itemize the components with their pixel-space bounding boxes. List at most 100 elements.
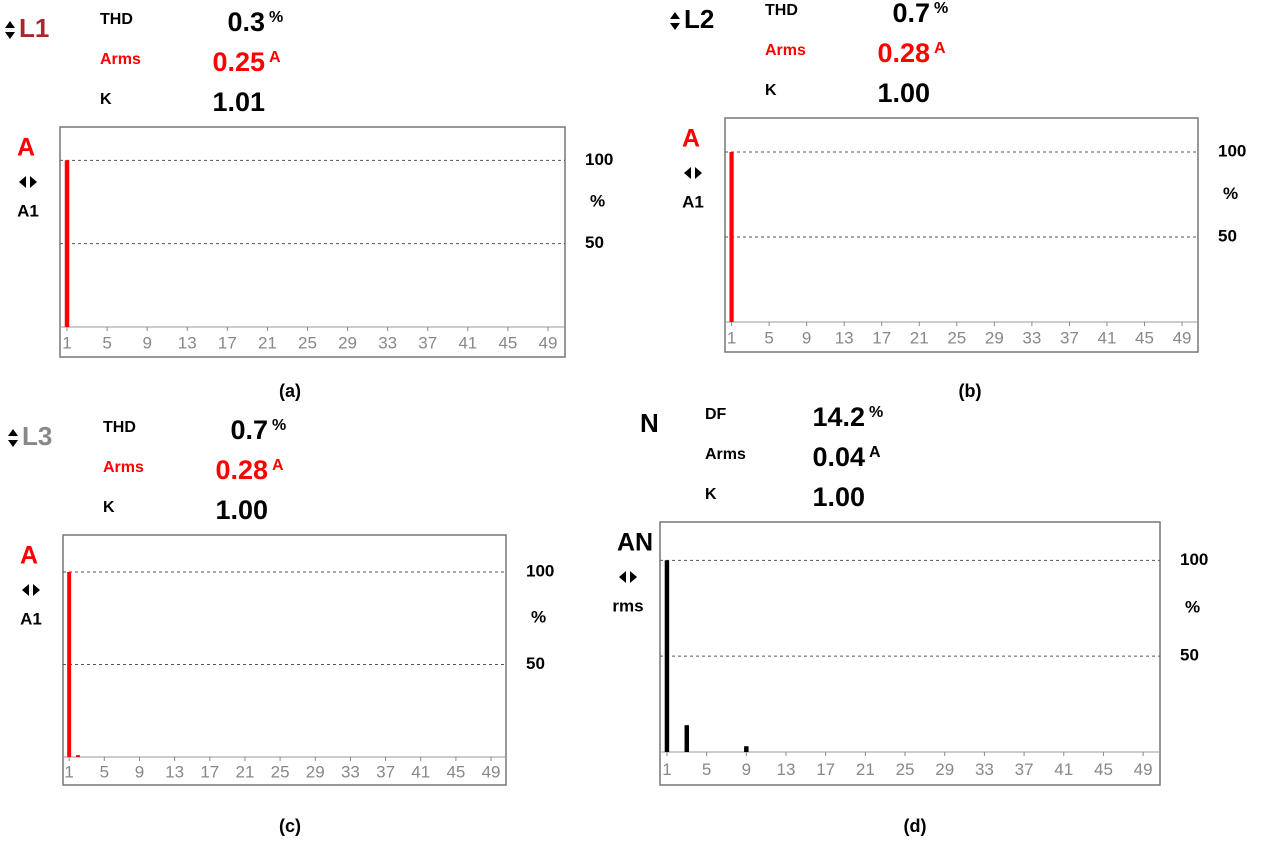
x-tick-label: 33: [378, 333, 397, 352]
x-tick-label: 9: [742, 760, 751, 779]
reading-value: 0.28: [215, 455, 268, 485]
x-tick-label: 1: [662, 760, 671, 779]
reading-label: Arms: [765, 42, 806, 59]
x-tick-label: 45: [1094, 760, 1113, 779]
x-tick-label: 1: [64, 762, 73, 781]
cursor-label: A1: [20, 609, 42, 628]
reading-value: 0.7: [230, 415, 268, 445]
reading-unit: %: [269, 9, 283, 26]
reading-unit: %: [272, 417, 286, 434]
reading-value: 1.00: [877, 78, 930, 108]
caption: (c): [279, 816, 301, 836]
reading-label: K: [765, 82, 777, 99]
y-label: A: [17, 134, 35, 162]
reading-value: 0.3: [227, 7, 265, 37]
reading-label: K: [705, 486, 717, 503]
caption: (d): [904, 816, 927, 836]
y-tick-label: 50: [526, 654, 545, 673]
x-tick-label: 41: [1098, 328, 1117, 347]
cursor-arrow: [33, 584, 40, 596]
phase-label: N: [640, 408, 659, 438]
cursor-label: A1: [17, 201, 39, 220]
reading-label: Arms: [103, 459, 144, 476]
y-label: A: [682, 125, 700, 153]
x-tick-label: 37: [376, 762, 395, 781]
x-tick-label: 25: [298, 333, 317, 352]
x-tick-label: 13: [178, 333, 197, 352]
plot-frame: [724, 117, 1199, 353]
bar: [664, 560, 670, 752]
bar: [684, 725, 690, 752]
cursor-label: rms: [612, 596, 643, 615]
reading-value: 1.00: [215, 495, 268, 525]
y-tick-label: 50: [1180, 646, 1199, 665]
reading-unit: A: [934, 40, 946, 57]
cursor-arrow: [22, 584, 29, 596]
caption: (a): [279, 381, 301, 401]
x-tick-label: 41: [411, 762, 430, 781]
cursor-arrow: [19, 176, 26, 188]
scroll-icon: [8, 440, 18, 447]
x-tick-label: 41: [458, 333, 477, 352]
reading-label: THD: [103, 419, 136, 436]
cursor-label: A1: [682, 192, 704, 211]
x-tick-label: 5: [702, 760, 711, 779]
x-tick-label: 13: [777, 760, 796, 779]
bar: [75, 755, 80, 757]
phase-label: L1: [19, 13, 49, 43]
y-label: AN: [617, 529, 653, 557]
y-unit: %: [1185, 598, 1200, 617]
x-tick-label: 29: [306, 762, 325, 781]
x-tick-label: 25: [947, 328, 966, 347]
bar: [744, 746, 749, 752]
x-tick-label: 49: [1134, 760, 1153, 779]
x-tick-label: 9: [802, 328, 811, 347]
x-tick-label: 17: [200, 762, 219, 781]
reading-unit: A: [269, 49, 281, 66]
cursor-arrow: [695, 167, 702, 179]
x-tick-label: 5: [102, 333, 111, 352]
x-tick-label: 21: [235, 762, 254, 781]
reading-value: 0.28: [877, 38, 930, 68]
x-tick-label: 17: [872, 328, 891, 347]
y-tick-label: 100: [526, 561, 554, 580]
x-tick-label: 45: [1135, 328, 1154, 347]
reading-unit: A: [869, 444, 881, 461]
y-unit: %: [531, 608, 546, 627]
reading-label: THD: [765, 2, 798, 19]
plot-frame: [659, 521, 1161, 786]
x-tick-label: 1: [727, 328, 736, 347]
x-tick-label: 45: [498, 333, 517, 352]
x-tick-label: 49: [482, 762, 501, 781]
x-tick-label: 5: [100, 762, 109, 781]
x-tick-label: 9: [142, 333, 151, 352]
x-tick-label: 25: [896, 760, 915, 779]
x-tick-label: 37: [418, 333, 437, 352]
y-tick-label: 100: [1218, 141, 1246, 160]
reading-value: 14.2: [812, 402, 865, 432]
plot-frame: [62, 534, 507, 786]
x-tick-label: 9: [135, 762, 144, 781]
phase-label: L3: [22, 421, 52, 451]
x-tick-label: 1: [62, 333, 71, 352]
cursor-arrow: [630, 571, 637, 583]
scroll-icon: [5, 32, 15, 39]
reading-unit: A: [272, 457, 284, 474]
x-tick-label: 13: [835, 328, 854, 347]
x-tick-label: 29: [338, 333, 357, 352]
x-tick-label: 41: [1054, 760, 1073, 779]
x-tick-label: 45: [446, 762, 465, 781]
reading-label: Arms: [100, 51, 141, 68]
scroll-icon: [670, 23, 680, 30]
x-tick-label: 21: [910, 328, 929, 347]
x-tick-label: 49: [539, 333, 558, 352]
y-tick-label: 50: [585, 233, 604, 252]
x-tick-label: 49: [1173, 328, 1192, 347]
y-label: A: [20, 542, 38, 570]
scroll-icon: [8, 429, 18, 436]
x-tick-label: 5: [764, 328, 773, 347]
